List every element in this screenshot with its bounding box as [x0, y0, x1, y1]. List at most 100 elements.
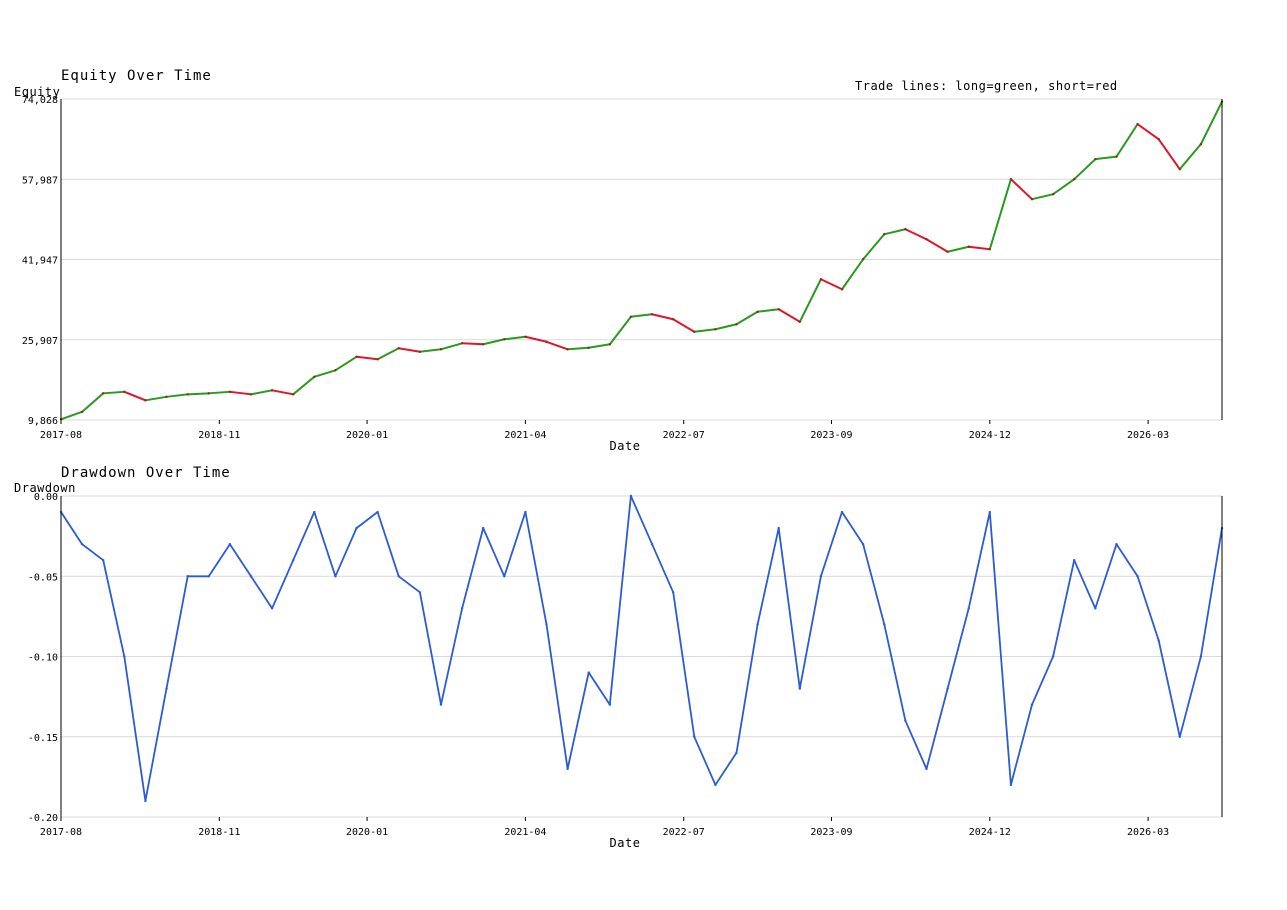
- equity-point: [313, 375, 316, 379]
- equity-point: [1157, 137, 1160, 141]
- eq-x-tick-label: 2023-09: [810, 430, 852, 441]
- long-trade-line: [292, 375, 316, 396]
- long-trade-line: [608, 315, 632, 346]
- drawdown-point: [102, 559, 105, 562]
- dd-y-tick-label: -0.15: [28, 733, 58, 744]
- equity-point: [925, 238, 928, 241]
- equity-point: [798, 320, 802, 323]
- equity-point: [1073, 177, 1076, 181]
- long-trade-line: [207, 390, 231, 395]
- dd-x-tick-label: 2024-12: [969, 827, 1011, 838]
- trade-lines-annotation: Trade lines: long=green, short=red: [855, 79, 1118, 93]
- dd-y-tick-label: -0.20: [28, 813, 58, 824]
- drawdown-point: [883, 623, 886, 626]
- drawdown-point: [355, 526, 358, 530]
- equity-point: [1178, 167, 1181, 171]
- equity-point: [650, 313, 654, 316]
- long-trade-line: [60, 410, 84, 421]
- drawdown-chart-title: Drawdown Over Time: [61, 465, 231, 481]
- drawdown-point: [376, 510, 379, 514]
- short-trade-line: [1009, 178, 1034, 201]
- equity-point: [608, 343, 612, 346]
- drawdown-point: [524, 510, 527, 514]
- drawdown-point: [1051, 655, 1055, 658]
- equity-point: [292, 393, 295, 396]
- equity-point: [397, 347, 400, 350]
- short-trade-line: [1157, 138, 1181, 171]
- equity-point: [904, 228, 907, 231]
- equity-point: [587, 346, 590, 349]
- drawdown-y-tick-labels: 0.00 -0.05 -0.10 -0.15 -0.20: [28, 492, 58, 824]
- drawdown-point: [756, 623, 759, 626]
- drawdown-point: [840, 510, 844, 514]
- drawdown-point: [418, 591, 422, 594]
- equity-point: [1115, 155, 1118, 158]
- drawdown-point: [946, 687, 949, 690]
- equity-point: [334, 369, 337, 372]
- eq-x-tick-label: 2024-12: [969, 430, 1011, 441]
- long-trade-line: [841, 258, 865, 291]
- drawdown-point: [693, 735, 696, 738]
- eq-x-tick-label: 2018-11: [198, 430, 240, 441]
- equity-point: [165, 395, 168, 399]
- equity-point: [418, 350, 422, 353]
- equity-point: [1009, 177, 1013, 181]
- equity-point: [1030, 197, 1034, 201]
- drawdown-point: [1009, 783, 1013, 787]
- dd-x-tick-label: 2022-07: [663, 827, 705, 838]
- eq-x-tick-label: 2021-04: [504, 430, 546, 441]
- equity-point: [228, 390, 232, 394]
- drawdown-y-axis-label: Drawdown: [14, 481, 76, 495]
- equity-point: [207, 392, 210, 395]
- drawdown-point: [481, 526, 485, 530]
- equity-x-axis-label: Date: [610, 439, 641, 453]
- equity-point: [946, 250, 949, 253]
- long-trade-line: [439, 342, 464, 351]
- short-trade-line: [524, 335, 548, 343]
- long-trade-line: [714, 323, 738, 331]
- drawdown-chart: Drawdown Over Time Drawdown 0.00 -0.05 -0.…: [14, 465, 1224, 850]
- dd-x-tick-label: 2020-01: [346, 827, 388, 838]
- drawdown-point: [270, 607, 274, 610]
- equity-point: [988, 248, 991, 251]
- long-trade-line: [1031, 193, 1055, 201]
- short-trade-line: [925, 238, 949, 253]
- equity-y-tick-labels: 9,866 25,907 41,947 57,987 74,028: [22, 95, 58, 427]
- long-trade-line: [313, 369, 337, 378]
- equity-point: [819, 278, 823, 281]
- equity-point: [80, 410, 84, 414]
- long-trade-line: [798, 278, 822, 323]
- long-trade-line: [144, 395, 168, 402]
- short-trade-line: [777, 308, 801, 323]
- drawdown-point: [904, 719, 907, 722]
- drawdown-point: [80, 542, 84, 546]
- equity-point: [693, 330, 696, 333]
- equity-chart: Equity Over Time Equity Trade lines: lon…: [14, 68, 1224, 453]
- drawdown-point: [735, 751, 738, 754]
- drawdown-point: [1199, 655, 1203, 658]
- drawdown-point: [1157, 639, 1160, 642]
- equity-point: [481, 343, 485, 346]
- drawdown-point: [988, 510, 991, 514]
- short-trade-line: [123, 390, 147, 402]
- drawdown-point: [1178, 735, 1181, 738]
- short-trade-line: [1136, 123, 1160, 141]
- drawdown-series: [59, 494, 1224, 803]
- drawdown-point: [165, 687, 168, 690]
- drawdown-point: [123, 655, 126, 658]
- long-trade-line: [376, 347, 400, 361]
- drawdown-point: [608, 703, 612, 706]
- short-trade-line: [271, 389, 295, 396]
- equity-point: [270, 389, 274, 392]
- drawdown-point: [1030, 703, 1034, 706]
- equity-point: [460, 342, 464, 345]
- short-trade-line: [355, 355, 379, 361]
- equity-point: [376, 358, 379, 361]
- eq-x-tick-label: 2026-03: [1127, 430, 1169, 441]
- dd-x-tick-label: 2017-08: [40, 827, 82, 838]
- short-trade-line: [228, 390, 252, 396]
- long-trade-line: [1052, 178, 1076, 196]
- drawdown-point: [566, 767, 569, 771]
- short-trade-line: [397, 347, 421, 353]
- drawdown-point: [629, 494, 633, 498]
